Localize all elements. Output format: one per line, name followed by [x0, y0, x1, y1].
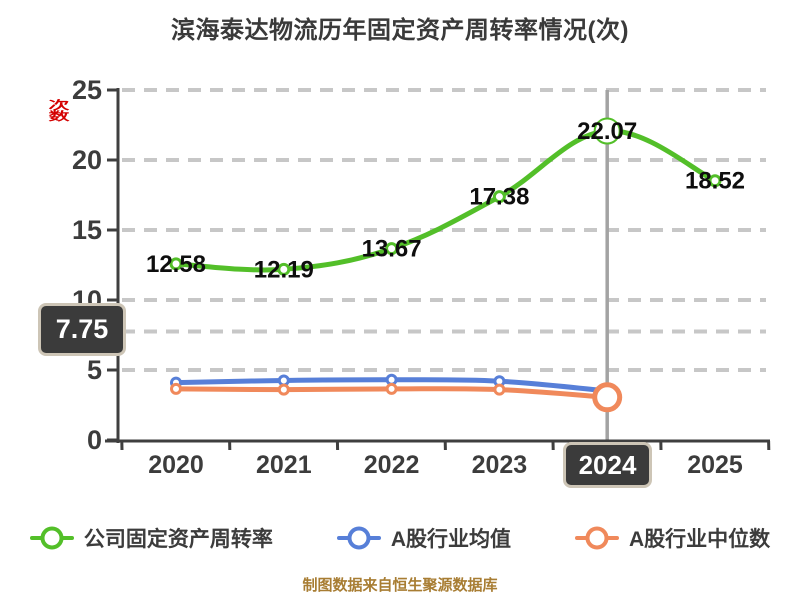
data-point: [170, 382, 182, 395]
highlighted-data-point: [593, 117, 621, 145]
highlighted-data-point: [592, 382, 623, 413]
chart-title: 滨海泰达物流历年固定资产周转率情况(次): [171, 17, 629, 44]
x-axispointer-label: 2024: [563, 442, 652, 488]
x-tick-label: 2023: [472, 451, 528, 479]
data-point-label: 12.19: [254, 256, 314, 283]
legend: 公司固定资产周转率 A股行业均值 A股行业中位数: [0, 518, 800, 558]
data-point: [277, 262, 291, 276]
y-tick-label: 5: [87, 355, 102, 385]
data-point-label: 17.38: [469, 184, 529, 211]
x-tick-label: 2020: [148, 451, 204, 479]
x-tick-label: 2025: [687, 451, 743, 479]
data-point: [708, 174, 722, 188]
y-tick-label: 15: [72, 215, 102, 245]
series-line-0: [173, 128, 718, 273]
line-dot-marker-icon: [29, 524, 74, 552]
y-tick-label: 20: [72, 145, 102, 175]
legend-item-industry-median[interactable]: A股行业中位数: [575, 523, 770, 553]
x-tick-label: 2022: [364, 451, 420, 479]
data-point-label: 22.07: [577, 118, 637, 145]
data-point: [492, 190, 506, 204]
y-axis-name: 次数: [48, 98, 70, 123]
data-point: [277, 383, 290, 396]
data-point-label: 12.58: [146, 251, 206, 278]
data-point-label: 13.67: [362, 236, 422, 263]
x-tick-label: 2021: [256, 451, 312, 479]
data-point: [493, 383, 506, 396]
data-point: [169, 257, 183, 271]
legend-item-industry-mean[interactable]: A股行业均值: [336, 523, 511, 553]
legend-item-company-turnover[interactable]: 公司固定资产周转率: [29, 523, 273, 553]
legend-label: A股行业均值: [390, 528, 511, 551]
legend-label: A股行业中位数: [629, 528, 771, 551]
data-point: [385, 242, 399, 256]
line-dot-marker-icon: [336, 524, 381, 552]
y-tick-label: 25: [72, 75, 102, 105]
y-axispointer-label: 7.75: [38, 303, 126, 356]
data-point: [385, 382, 398, 395]
legend-label: 公司固定资产周转率: [83, 528, 273, 551]
data-point-label: 18.52: [685, 168, 745, 195]
line-dot-marker-icon: [575, 524, 619, 552]
data-source-note: 制图数据来自恒生聚源数据库: [302, 577, 498, 594]
y-tick-label: 0: [87, 425, 102, 455]
